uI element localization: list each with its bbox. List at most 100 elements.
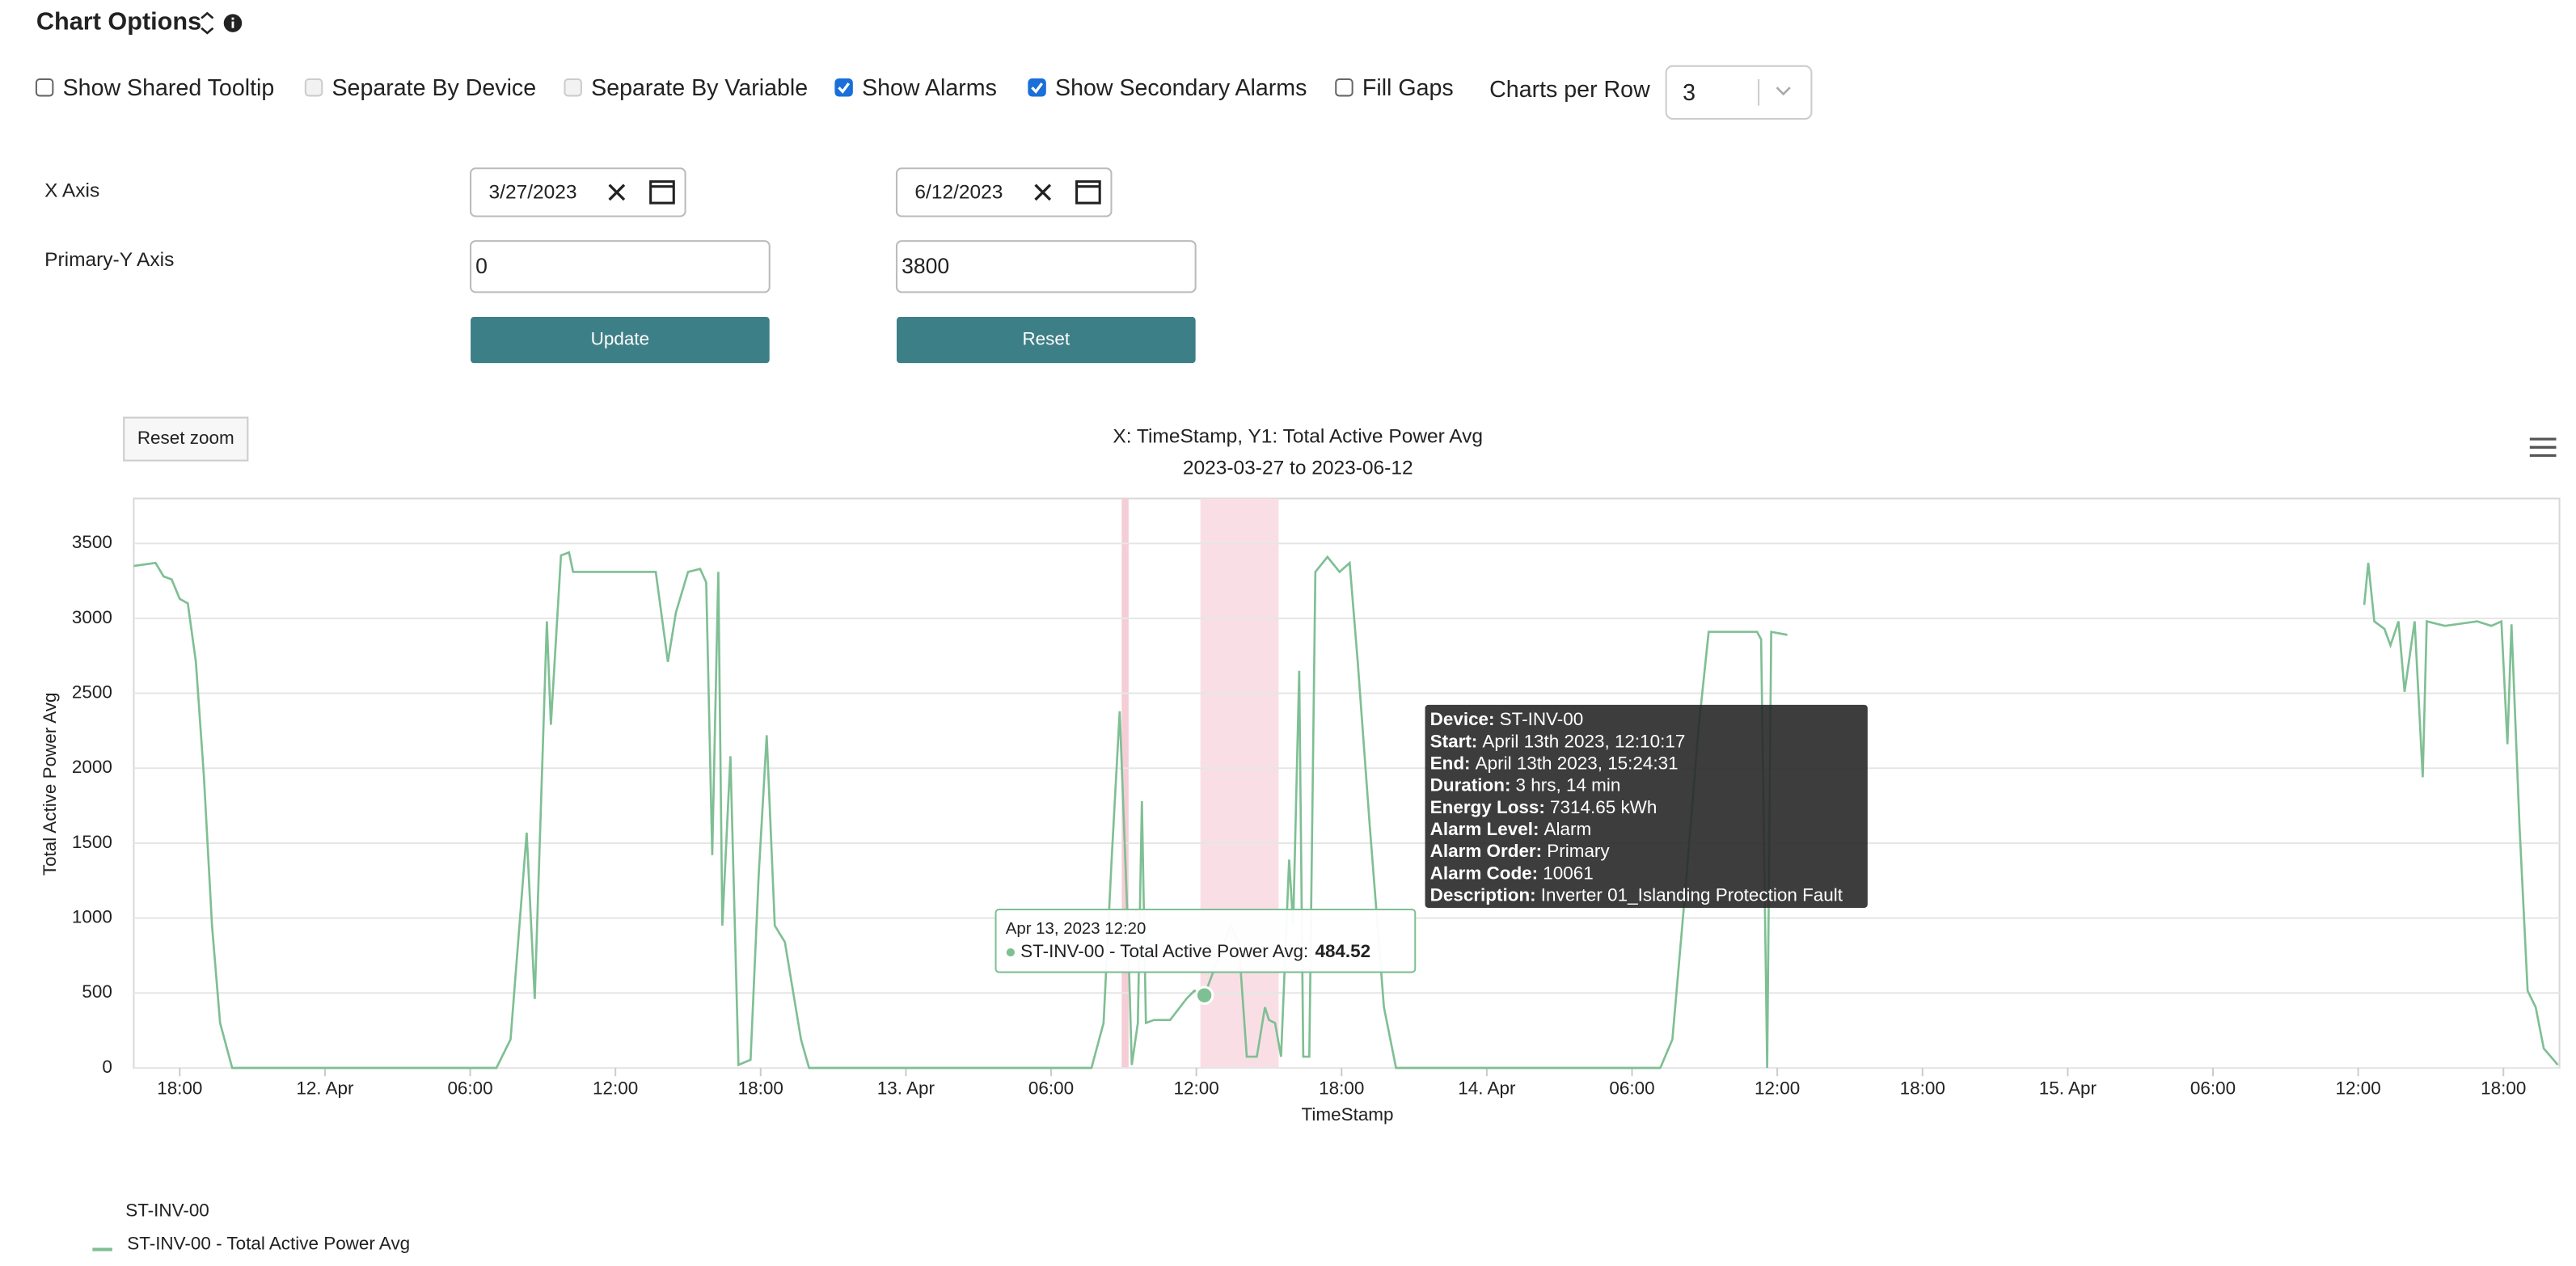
check-mark (838, 82, 851, 94)
charts-per-row-select[interactable] (1665, 65, 1813, 120)
alarm-row: Start: April 13th 2023, 12:10:17 (1430, 731, 1686, 751)
date-value: 6/12/2023 (914, 181, 1003, 203)
calendar-icon[interactable] (1075, 180, 1101, 205)
checkbox[interactable] (1335, 78, 1353, 97)
y-tick-label: 3000 (72, 607, 112, 627)
x-tick-label: 18:00 (2481, 1078, 2526, 1098)
alarm-key: Alarm Code: (1430, 863, 1539, 883)
x-tick-label: 18:00 (157, 1078, 202, 1098)
info-icon[interactable] (223, 14, 243, 32)
tooltip-time: Apr 13, 2023 12:20 (1006, 920, 1147, 938)
alarm-value: April 13th 2023, 15:24:31 (1476, 753, 1679, 773)
alarm-value: 3 hrs, 14 min (1516, 775, 1621, 795)
x-tick-label: 06:00 (1609, 1078, 1654, 1098)
tooltip-label: ST-INV-00 - Total Active Power Avg: (1020, 941, 1308, 961)
alarm-row: Description: Inverter 01_Islanding Protec… (1430, 884, 1843, 905)
date-input[interactable] (470, 167, 686, 217)
alarm-row: Alarm Code: 10061 (1430, 863, 1594, 883)
x-tick-label: 12:00 (593, 1078, 638, 1098)
alarm-row: End: April 13th 2023, 15:24:31 (1430, 753, 1679, 773)
input-value: 0 (475, 254, 488, 278)
update-button[interactable] (471, 317, 770, 364)
x-tick-label: 18:00 (738, 1078, 783, 1098)
alarm-row: Device: ST-INV-00 (1430, 709, 1584, 729)
number-input[interactable] (470, 240, 771, 293)
alarm-key: Start: (1430, 731, 1478, 751)
alarm-row: Duration: 3 hrs, 14 min (1430, 775, 1621, 795)
charts-per-row-value: 3 (1683, 80, 1696, 106)
clear-icon[interactable] (608, 184, 626, 201)
y-axis-label: Total Active Power Avg (40, 692, 60, 876)
checkbox (304, 78, 323, 97)
point-tooltip (995, 908, 1417, 973)
y-tick-label: 1500 (72, 832, 112, 852)
x-tick-label: 06:00 (447, 1078, 492, 1098)
alarm-band (1200, 498, 1279, 1068)
check-mark (1031, 82, 1044, 94)
plot-background (133, 497, 2561, 1070)
x-tick-label: 13. Apr (877, 1078, 935, 1098)
x-tick-label: 14. Apr (1458, 1078, 1516, 1098)
alarm-key: Duration: (1430, 775, 1511, 795)
checkbox (564, 78, 582, 97)
alarm-row: Alarm Order: Primary (1430, 841, 1611, 861)
checkbox[interactable] (35, 78, 54, 97)
alarm-value: Inverter 01_Islanding Protection Fault (1541, 884, 1843, 905)
alarm-key: End: (1430, 753, 1471, 773)
checkbox-label: Show Shared Tooltip (63, 75, 275, 101)
options-row: Show Shared Tooltip Separate By Device Sep… (35, 75, 1454, 101)
alarm-value: April 13th 2023, 12:10:17 (1482, 731, 1685, 751)
x-tick-label: 12:00 (1174, 1078, 1219, 1098)
checkbox[interactable] (1028, 78, 1046, 97)
y-tick-label: 1000 (72, 907, 112, 927)
date-input[interactable] (895, 167, 1113, 217)
chart-title: X: TimeStamp, Y1: Total Active Power Avg (1113, 426, 1483, 448)
alarm-row: Energy Loss: 7314.65 kWh (1430, 797, 1658, 817)
tooltip-dot (1006, 947, 1015, 957)
alarm-value: 10061 (1543, 863, 1593, 883)
alarm-key: Device: (1430, 709, 1495, 729)
charts-per-row-label: Charts per Row (1489, 77, 1650, 103)
checkbox-label: Separate By Variable (591, 75, 808, 101)
alarm-value: Alarm (1544, 819, 1592, 839)
legend-label[interactable]: ST-INV-00 - Total Active Power Avg (127, 1233, 410, 1253)
options-title: Chart Options (36, 8, 201, 36)
x-tick-label: 12:00 (1755, 1078, 1800, 1098)
collapse-icon[interactable] (201, 11, 214, 35)
legend-group: ST-INV-00 (125, 1201, 209, 1221)
x-axis-label: TimeStamp (1302, 1104, 1394, 1125)
alarm-tooltip (1425, 704, 1868, 908)
alarm-key: Alarm Level: (1430, 819, 1539, 839)
x-axis-form-label: X Axis (44, 179, 99, 201)
button-label: Update (591, 329, 649, 349)
alarm-value: Primary (1547, 841, 1610, 861)
y-tick-label: 3500 (72, 532, 112, 552)
x-tick-label: 18:00 (1319, 1078, 1364, 1098)
chart-menu[interactable] (2529, 437, 2557, 458)
calendar-icon[interactable] (649, 180, 675, 205)
alarm-key: Alarm Order: (1430, 841, 1543, 861)
alarm-key: Energy Loss: (1430, 797, 1545, 817)
reset-zoom-button[interactable] (123, 416, 249, 462)
y-tick-label: 2500 (72, 682, 112, 703)
x-tick-label: 06:00 (2190, 1078, 2236, 1098)
button-label: Reset (1022, 329, 1070, 349)
alarm-row: Alarm Level: Alarm (1430, 819, 1592, 839)
checkbox-label: Separate By Device (332, 75, 537, 101)
number-input[interactable] (895, 240, 1197, 293)
reset-button[interactable] (896, 317, 1196, 364)
y-tick-label: 2000 (72, 757, 112, 777)
hover-point (1194, 985, 1214, 1005)
alarm-band (1121, 498, 1129, 1068)
checkbox-label: Show Secondary Alarms (1055, 75, 1307, 101)
alarm-key: Description: (1430, 884, 1536, 905)
y-tick-label: 500 (82, 981, 112, 1002)
y-axis-form-label: Primary-Y Axis (44, 249, 174, 271)
checkbox-label: Fill Gaps (1362, 75, 1454, 101)
checkbox[interactable] (834, 78, 853, 97)
checkbox-label: Show Alarms (862, 75, 997, 101)
clear-icon[interactable] (1034, 184, 1052, 201)
alarm-value: ST-INV-00 (1500, 709, 1584, 729)
